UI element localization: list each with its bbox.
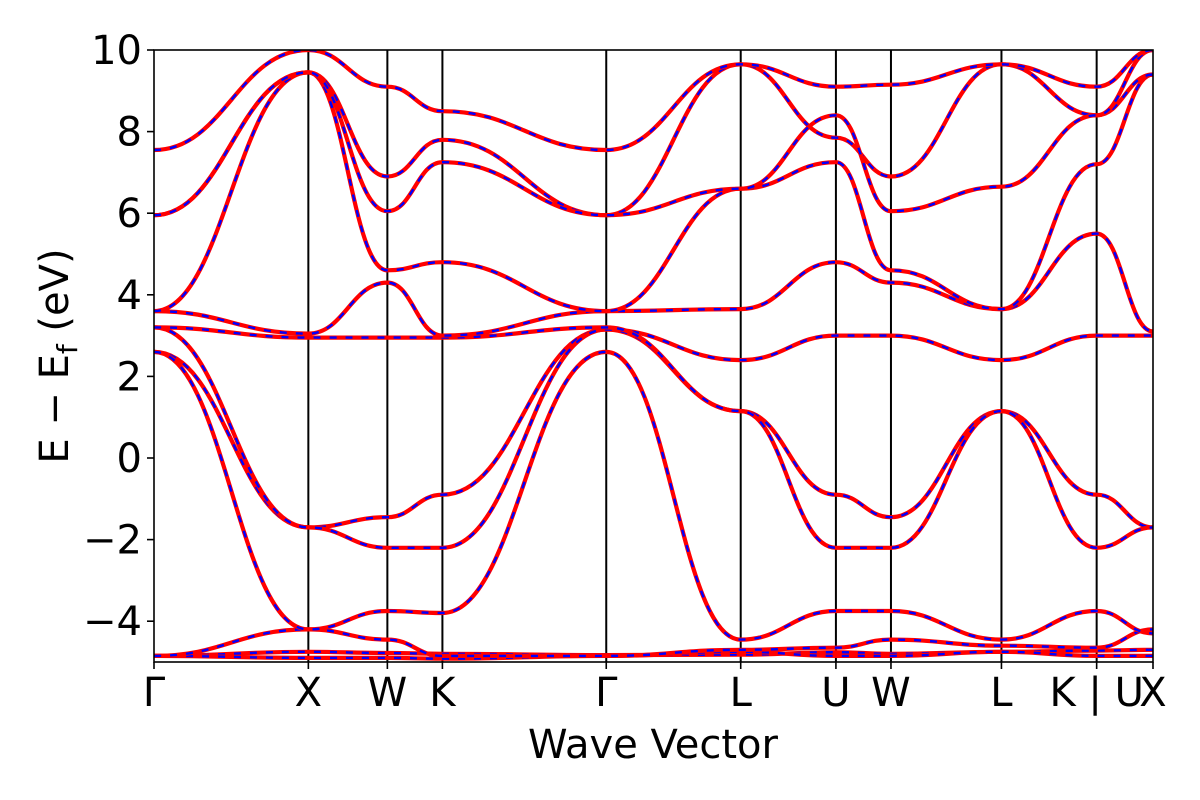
y-axis-label-main: E − E: [32, 354, 78, 464]
band-line-overlay: [154, 63, 1153, 217]
bands: [154, 50, 1153, 661]
y-tick-label: −2: [83, 518, 142, 564]
band-line-overlay: [154, 232, 1153, 337]
y-tick-label: 0: [117, 436, 142, 482]
plot-frame: [153, 49, 1154, 663]
x-tick-label: K: [429, 670, 457, 716]
y-axis-label-unit: (eV): [32, 248, 78, 344]
band-line: [154, 70, 1153, 314]
band-line-overlay: [154, 326, 1153, 549]
band-line: [154, 50, 1153, 153]
x-tick-label: X: [295, 670, 322, 716]
y-axis-label: E − Ef (eV): [32, 248, 84, 463]
x-tick-label: L: [730, 670, 753, 716]
x-tick-label: K | U: [1049, 670, 1143, 716]
y-tick-label: 4: [117, 273, 142, 319]
band-line-overlay: [154, 648, 1153, 658]
y-axis-ticks: −4 −2 0 2 4 6 8 10: [83, 28, 154, 645]
y-tick-label: 10: [91, 28, 142, 74]
x-tick-label: U: [821, 670, 850, 716]
y-tick-label: −4: [83, 599, 142, 645]
band-line: [154, 327, 1153, 530]
x-tick-label: W: [368, 670, 408, 716]
band-line: [154, 231, 1153, 338]
band-line-overlay: [154, 50, 1153, 217]
band-line-overlay: [154, 628, 1153, 658]
x-tick-label: L: [990, 670, 1013, 716]
y-tick-label: 2: [117, 354, 142, 400]
x-tick-label: Γ: [595, 670, 618, 716]
band-line-overlay: [154, 50, 1153, 152]
x-tick-label: W: [871, 670, 911, 716]
band-line: [154, 349, 1153, 642]
x-tick-label: Γ: [143, 670, 166, 716]
y-tick-label: 6: [117, 191, 142, 237]
band-line: [154, 62, 1153, 218]
band-line-overlay: [154, 71, 1153, 313]
band-line-overlay: [154, 350, 1153, 641]
y-axis-label-subscript: f: [51, 343, 84, 354]
x-tick-label: X: [1139, 670, 1166, 716]
y-tick-label: 8: [117, 110, 142, 156]
x-axis-label: Wave Vector: [528, 722, 779, 768]
